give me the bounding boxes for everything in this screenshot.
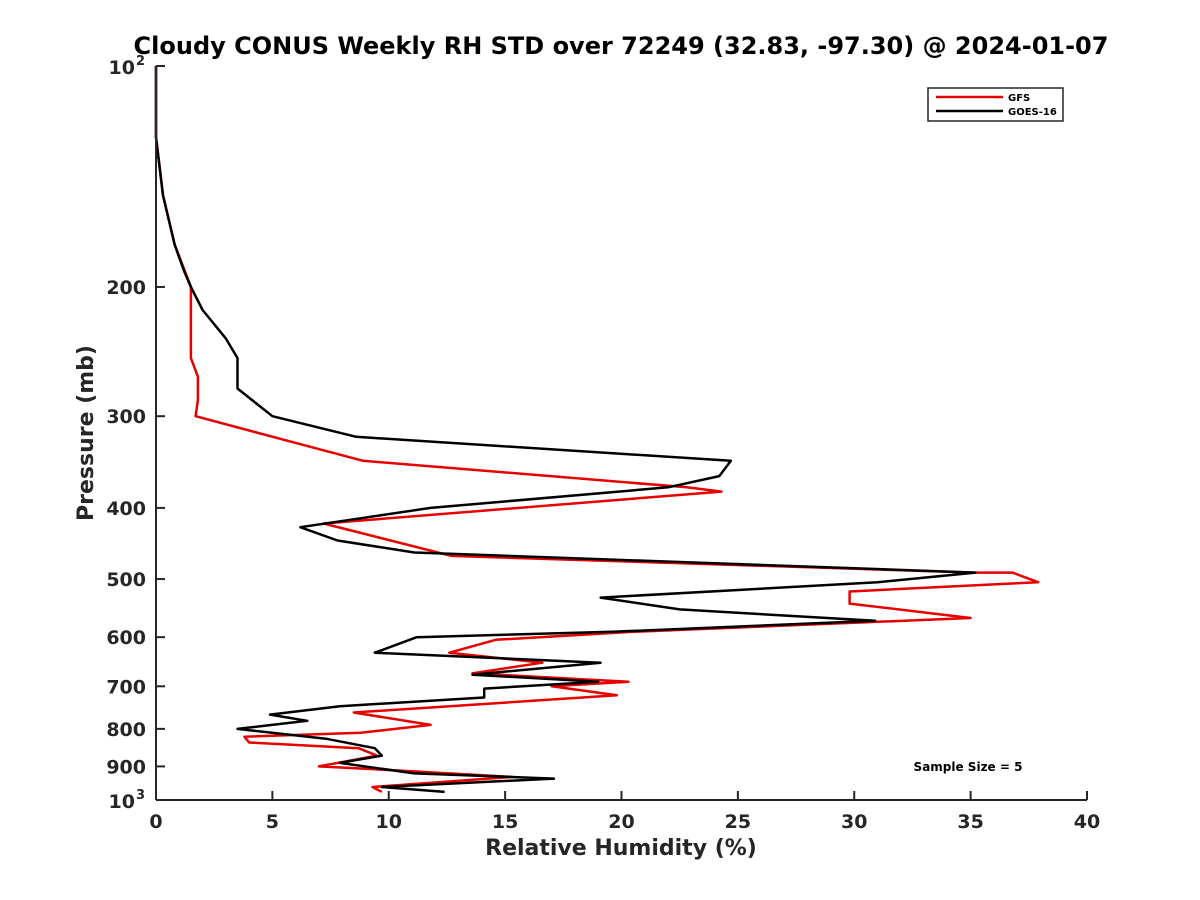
x-tick-label: 40: [1074, 811, 1100, 833]
y-tick-label: 300: [106, 406, 146, 428]
y-tick-label: 800: [106, 719, 146, 741]
x-axis-ticks: 0 5 10 15 20 25 30 35 40: [149, 791, 1100, 833]
chart-title: Cloudy CONUS Weekly RH STD over 72249 (3…: [134, 32, 1109, 60]
y-tick-label: 400: [106, 498, 146, 520]
axes: [155, 66, 1087, 801]
legend-box: [927, 87, 1064, 122]
y-tick-label: 700: [106, 676, 146, 698]
x-tick-label: 25: [725, 811, 751, 833]
series-line-goes-16: [154, 66, 977, 794]
y-tick-label: 10 2: [109, 54, 146, 79]
series-line-gfs: [154, 66, 1040, 794]
x-tick-label: 5: [266, 811, 279, 833]
y-tick-label-exponent: 2: [136, 54, 145, 69]
legend-label-gfs: GFS: [1008, 93, 1030, 104]
plot-area: [154, 66, 1040, 794]
y-tick-label-exponent: 3: [136, 788, 145, 803]
y-axis-label: Pressure (mb): [74, 345, 99, 521]
y-tick-label: 200: [106, 277, 146, 299]
x-tick-label: 35: [957, 811, 983, 833]
y-tick-label: 900: [106, 756, 146, 778]
sample-size-annotation: Sample Size = 5: [914, 760, 1023, 774]
y-tick-label-base: 10: [109, 791, 135, 813]
x-tick-label: 0: [149, 811, 162, 833]
y-tick-label: 600: [106, 627, 146, 649]
x-tick-label: 10: [376, 811, 402, 833]
y-tick-label: 10 3: [109, 788, 146, 813]
y-tick-label: 500: [106, 569, 146, 591]
x-tick-label: 15: [492, 811, 518, 833]
x-tick-label: 20: [608, 811, 634, 833]
legend-label-goes-16: GOES-16: [1008, 107, 1057, 118]
x-axis-label: Relative Humidity (%): [485, 836, 757, 861]
legend: GFS GOES-16: [927, 87, 1064, 122]
x-tick-label: 30: [841, 811, 867, 833]
y-tick-label-base: 10: [109, 57, 135, 79]
